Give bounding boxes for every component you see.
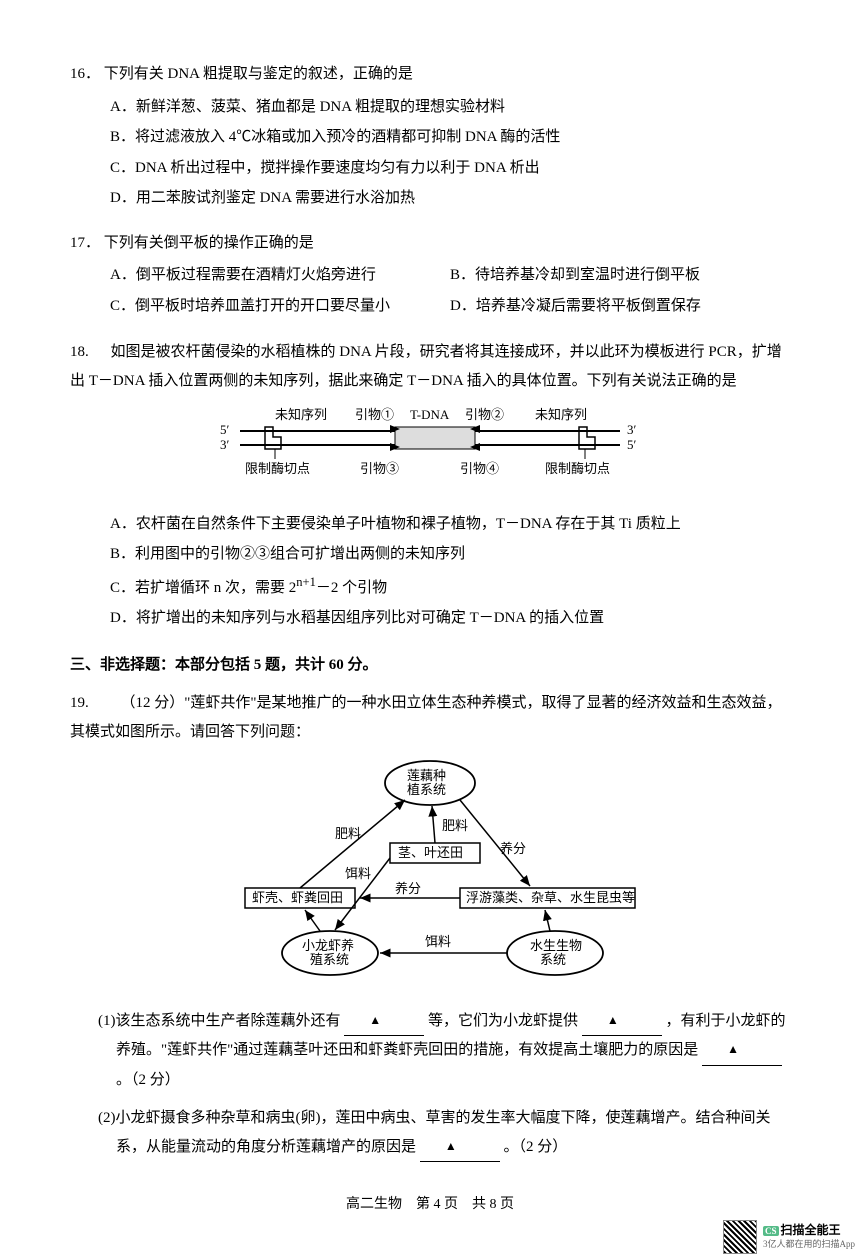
blank bbox=[420, 1133, 500, 1163]
svg-text:未知序列: 未知序列 bbox=[275, 407, 327, 422]
q16-number: 16． bbox=[70, 66, 100, 82]
page-footer: 高二生物 第 4 页 共 8 页 bbox=[70, 1192, 790, 1219]
q18-stem: 如图是被农杆菌侵染的水稻植株的 DNA 片段，研究者将其连接成环，并以此环为模板… bbox=[70, 344, 782, 389]
q19-sub1-b: 等，它们为小龙虾提供 bbox=[428, 1013, 578, 1029]
q18-c-post: －2 个引物 bbox=[316, 580, 387, 596]
q17-stem: 下列有关倒平板的操作正确的是 bbox=[104, 235, 314, 251]
question-17: 17． 下列有关倒平板的操作正确的是 A．倒平板过程需要在酒精灯火焰旁进行 B．… bbox=[70, 229, 790, 323]
question-18: 18. 如图是被农杆菌侵染的水稻植株的 DNA 片段，研究者将其连接成环，并以此… bbox=[70, 338, 790, 633]
svg-text:饵料: 饵料 bbox=[425, 934, 451, 949]
svg-text:未知序列: 未知序列 bbox=[535, 407, 587, 422]
svg-text:饵料: 饵料 bbox=[345, 866, 371, 881]
q19-number: 19. bbox=[70, 695, 89, 711]
svg-text:引物①: 引物① bbox=[355, 407, 394, 422]
q17-options: A．倒平板过程需要在酒精灯火焰旁进行 B．待培养基冷却到室温时进行倒平板 C．倒… bbox=[70, 261, 790, 322]
svg-text:引物④: 引物④ bbox=[460, 461, 499, 476]
q18-c-pre: C．若扩增循环 n 次，需要 2 bbox=[110, 580, 296, 596]
q19-sub1-a: (1)该生态系统中生产者除莲藕外还有 bbox=[98, 1013, 341, 1029]
q17-option-a: A．倒平板过程需要在酒精灯火焰旁进行 bbox=[110, 261, 450, 290]
svg-text:小龙虾养: 小龙虾养 bbox=[302, 938, 354, 953]
svg-text:5′: 5′ bbox=[627, 437, 637, 452]
q17-option-c: C．倒平板时培养皿盖打开的开口要尽量小 bbox=[110, 292, 450, 321]
q18-option-a: A．农杆菌在自然条件下主要侵染单子叶植物和裸子植物，T－DNA 存在于其 Ti … bbox=[110, 510, 790, 539]
svg-text:养分: 养分 bbox=[500, 841, 526, 856]
watermark-title-text: 扫描全能王 bbox=[781, 1223, 841, 1237]
svg-text:茎、叶还田: 茎、叶还田 bbox=[398, 845, 463, 860]
watermark-title: CS扫描全能王 bbox=[763, 1223, 855, 1239]
q17-option-b: B．待培养基冷却到室温时进行倒平板 bbox=[450, 261, 790, 290]
q17-option-d: D．培养基冷凝后需要将平板倒置保存 bbox=[450, 292, 790, 321]
q18-diagram: 未知序列 引物① T-DNA 引物② 未知序列 5′ 3′ 3′ 5′ 限制酶切… bbox=[215, 407, 645, 498]
svg-text:肥料: 肥料 bbox=[442, 818, 468, 833]
q19-diagram: 莲藕种 植系统 茎、叶还田 虾壳、虾粪回田 浮游藻类、杂草、水生昆虫等 小龙虾养… bbox=[210, 758, 650, 989]
q17-number: 17． bbox=[70, 235, 100, 251]
q18-option-b: B．利用图中的引物②③组合可扩增出两侧的未知序列 bbox=[110, 540, 790, 569]
q18-number: 18. bbox=[70, 344, 89, 360]
blank bbox=[344, 1007, 424, 1037]
svg-text:系统: 系统 bbox=[540, 952, 566, 967]
q16-stem: 下列有关 DNA 粗提取与鉴定的叙述，正确的是 bbox=[104, 66, 413, 82]
q16-option-d: D．用二苯胺试剂鉴定 DNA 需要进行水浴加热 bbox=[110, 184, 790, 213]
section-3-title: 三、非选择题：本部分包括 5 题，共计 60 分。 bbox=[70, 651, 790, 680]
qr-code-icon bbox=[723, 1220, 757, 1254]
q19-sub2: (2)小龙虾摄食多种杂草和病虫(卵)，莲田中病虫、草害的发生率大幅度下降，使莲藕… bbox=[70, 1104, 790, 1162]
q16-option-a: A．新鲜洋葱、菠菜、猪血都是 DNA 粗提取的理想实验材料 bbox=[110, 93, 790, 122]
svg-text:肥料: 肥料 bbox=[335, 826, 361, 841]
q16-option-b: B．将过滤液放入 4℃冰箱或加入预冷的酒精都可抑制 DNA 酶的活性 bbox=[110, 123, 790, 152]
q18-options: A．农杆菌在自然条件下主要侵染单子叶植物和裸子植物，T－DNA 存在于其 Ti … bbox=[70, 510, 790, 633]
watermark-sub: 3亿人都在用的扫描App bbox=[763, 1239, 855, 1251]
svg-text:植系统: 植系统 bbox=[407, 782, 446, 797]
watermark-text: CS扫描全能王 3亿人都在用的扫描App bbox=[763, 1223, 855, 1250]
svg-text:殖系统: 殖系统 bbox=[310, 952, 349, 967]
svg-text:限制酶切点: 限制酶切点 bbox=[545, 461, 610, 476]
question-16: 16． 下列有关 DNA 粗提取与鉴定的叙述，正确的是 A．新鲜洋葱、菠菜、猪血… bbox=[70, 60, 790, 213]
q18-option-c: C．若扩增循环 n 次，需要 2n+1－2 个引物 bbox=[110, 571, 790, 603]
blank bbox=[702, 1036, 782, 1066]
scanner-watermark: CS扫描全能王 3亿人都在用的扫描App bbox=[723, 1220, 855, 1254]
svg-text:养分: 养分 bbox=[395, 881, 421, 896]
q18-c-sup: n+1 bbox=[296, 575, 316, 589]
svg-text:限制酶切点: 限制酶切点 bbox=[245, 461, 310, 476]
q19-stem: （12 分）"莲虾共作"是某地推广的一种水田立体生态种养模式，取得了显著的经济效… bbox=[70, 695, 782, 740]
q19-sub1: (1)该生态系统中生产者除莲藕外还有 等，它们为小龙虾提供 ，有利于小龙虾的养殖… bbox=[70, 1007, 790, 1095]
svg-text:引物②: 引物② bbox=[465, 407, 504, 422]
svg-text:虾壳、虾粪回田: 虾壳、虾粪回田 bbox=[252, 890, 343, 905]
question-19: 19. （12 分）"莲虾共作"是某地推广的一种水田立体生态种养模式，取得了显著… bbox=[70, 689, 790, 1162]
svg-text:浮游藻类、杂草、水生昆虫等: 浮游藻类、杂草、水生昆虫等 bbox=[466, 890, 635, 905]
q19-sub2-b: 。（2 分） bbox=[504, 1139, 568, 1155]
svg-text:3′: 3′ bbox=[220, 437, 230, 452]
q19-sub1-d: 。（2 分） bbox=[116, 1072, 180, 1088]
q18-option-d: D．将扩增出的未知序列与水稻基因组序列比对可确定 T－DNA 的插入位置 bbox=[110, 604, 790, 633]
svg-text:5′: 5′ bbox=[220, 422, 230, 437]
blank bbox=[582, 1007, 662, 1037]
svg-text:T-DNA: T-DNA bbox=[410, 407, 450, 422]
q16-option-c: C．DNA 析出过程中，搅拌操作要速度均匀有力以利于 DNA 析出 bbox=[110, 154, 790, 183]
svg-text:水生生物: 水生生物 bbox=[530, 938, 582, 953]
svg-text:引物③: 引物③ bbox=[360, 461, 399, 476]
q16-options: A．新鲜洋葱、菠菜、猪血都是 DNA 粗提取的理想实验材料 B．将过滤液放入 4… bbox=[70, 93, 790, 213]
svg-text:3′: 3′ bbox=[627, 422, 637, 437]
svg-text:莲藕种: 莲藕种 bbox=[407, 768, 446, 783]
